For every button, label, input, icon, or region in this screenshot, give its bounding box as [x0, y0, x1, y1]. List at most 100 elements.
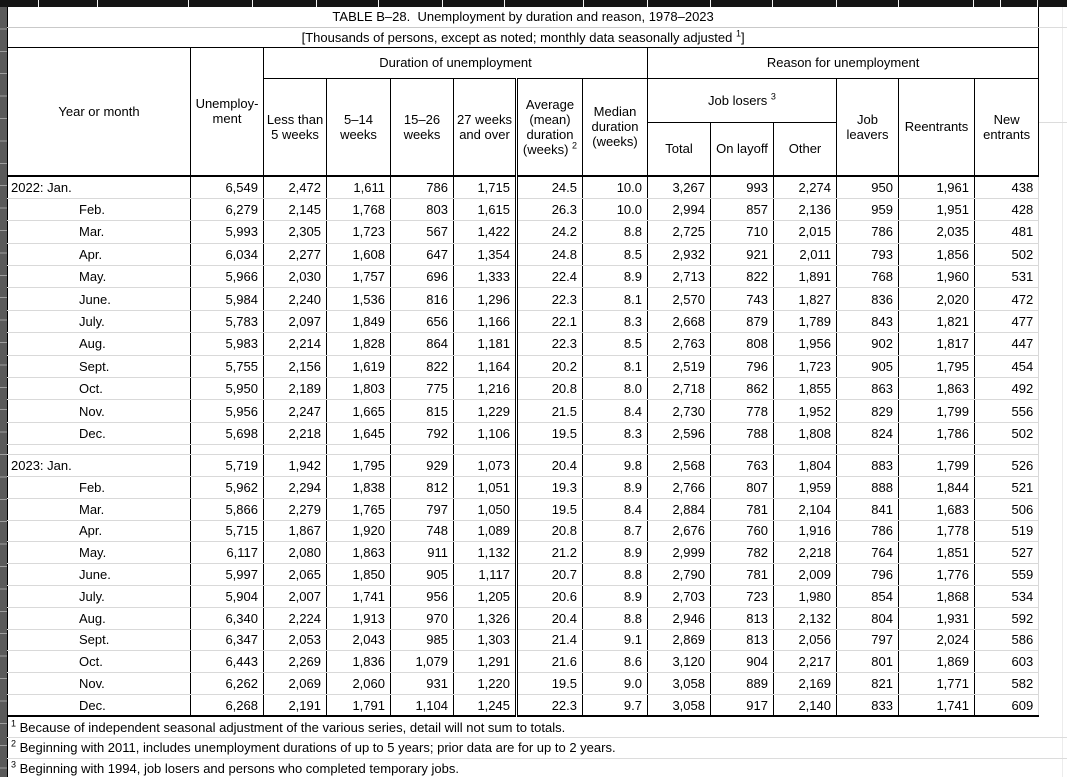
data-cell: 768: [836, 265, 899, 289]
data-cell: 1,303: [453, 629, 518, 652]
data-cell: 1,778: [898, 520, 975, 543]
data-cell: 2,132: [773, 607, 837, 630]
margin-cell: [1039, 266, 1067, 288]
data-cell: 797: [836, 629, 899, 652]
data-cell: 931: [390, 672, 454, 695]
data-cell: 905: [836, 355, 899, 379]
data-cell: 2,035: [898, 220, 975, 244]
data-cell: 2,472: [263, 174, 327, 199]
data-cell: 1,291: [453, 650, 518, 674]
data-cell: 6,549: [190, 174, 264, 199]
data-cell: 905: [390, 563, 454, 586]
data-cell: 20.6: [516, 585, 583, 608]
table-row: Mar. 5,993 2,305 1,723 567 1,422 24.2 8.8 2,725 7…: [7, 220, 1067, 244]
row-label-cell: Mar.: [7, 220, 191, 244]
gridline-tick: [252, 0, 253, 7]
data-cell: 1,850: [326, 563, 391, 586]
margin-cell: [1039, 198, 1067, 220]
margin-cell: [1039, 585, 1067, 607]
table-data-body: 2022: Jan. 6,549 2,472 1,611 786 1,715 24.5 10.…: [7, 174, 1067, 718]
row-label-cell: June.: [7, 563, 191, 586]
margin-cell: [1038, 78, 1067, 123]
col-header-5-14-weeks: 5–14 weeks: [326, 77, 391, 177]
row-label-cell: 2022: Jan.: [7, 174, 191, 199]
data-cell: 8.8: [582, 607, 648, 630]
data-cell: 6,268: [190, 694, 264, 718]
data-cell: 8.5: [582, 243, 648, 267]
data-cell: 2,766: [647, 476, 711, 499]
data-cell: 843: [836, 310, 899, 334]
margin-cell: [1039, 221, 1067, 243]
row-label-cell: Dec.: [7, 422, 191, 446]
data-cell: 781: [710, 563, 774, 586]
footnote-ref: 1: [11, 718, 17, 729]
data-cell: 8.1: [582, 355, 648, 379]
row-label-cell: Dec.: [7, 694, 191, 718]
table-row: Mar. 5,866 2,279 1,765 797 1,050 19.5 8.4 2,884 7…: [7, 498, 1067, 521]
row-label-cell: June.: [7, 287, 191, 311]
data-cell: 862: [710, 377, 774, 401]
table-row: 2023: Jan. 5,719 1,942 1,795 929 1,073 20.4 9.8…: [7, 454, 1067, 477]
row-label-cell: Feb.: [7, 476, 191, 499]
data-cell: 970: [390, 607, 454, 630]
data-cell: 5,993: [190, 220, 264, 244]
row-label-cell: Apr.: [7, 520, 191, 543]
data-cell: 822: [710, 265, 774, 289]
table-row: May. 6,117 2,080 1,863 911 1,132 21.2 8.9 2,999 7…: [7, 541, 1067, 565]
clipped-row-header-column: [0, 7, 7, 777]
data-cell: 807: [710, 476, 774, 499]
margin-cell: [1039, 378, 1067, 400]
data-cell: 9.1: [582, 629, 648, 652]
data-cell: 2,240: [263, 287, 327, 311]
table-row: Oct. 5,950 2,189 1,803 775 1,216 20.8 8.0 2,718 8…: [7, 377, 1067, 401]
data-cell: 1,117: [453, 563, 518, 586]
data-cell: 2,725: [647, 220, 711, 244]
data-cell: 21.5: [516, 399, 583, 423]
margin-cell: [1039, 542, 1067, 564]
data-cell: 2,009: [773, 563, 837, 586]
data-cell: 9.0: [582, 672, 648, 695]
data-cell: 10.0: [582, 174, 648, 199]
gridline-tick: [316, 0, 317, 7]
gridline-tick: [772, 0, 773, 7]
data-cell: 5,962: [190, 476, 264, 499]
data-cell: 1,804: [773, 454, 837, 477]
data-cell: 2,570: [647, 287, 711, 311]
data-cell: 797: [390, 498, 454, 521]
data-cell: 567: [390, 220, 454, 244]
margin-cell: [1039, 310, 1067, 332]
data-cell: 2,713: [647, 265, 711, 289]
gap-cell: [263, 444, 327, 456]
data-cell: 1,817: [898, 332, 975, 356]
data-cell: 801: [836, 650, 899, 674]
data-cell: 586: [974, 629, 1040, 652]
data-cell: 19.3: [516, 476, 583, 499]
margin-cell: [1038, 7, 1067, 28]
data-cell: 5,997: [190, 563, 264, 586]
data-cell: 454: [974, 355, 1040, 379]
table-row: Sept. 5,755 2,156 1,619 822 1,164 20.2 8.1 2,519…: [7, 355, 1067, 379]
data-cell: 854: [836, 585, 899, 608]
footnote-text: 3 Beginning with 1994, job losers and pe…: [6, 758, 1067, 777]
data-cell: 813: [710, 629, 774, 652]
gridline-tick: [583, 0, 584, 7]
data-cell: 2,718: [647, 377, 711, 401]
data-cell: 710: [710, 220, 774, 244]
data-cell: 20.8: [516, 520, 583, 543]
table-row: Nov. 6,262 2,069 2,060 931 1,220 19.5 9.0 3,058 8…: [7, 672, 1067, 695]
data-cell: 1,776: [898, 563, 975, 586]
data-cell: 1,863: [326, 541, 391, 565]
data-cell: 950: [836, 174, 899, 199]
data-cell: 723: [710, 585, 774, 608]
data-cell: 1,422: [453, 220, 518, 244]
data-cell: 1,916: [773, 520, 837, 543]
row-label-cell: Sept.: [7, 629, 191, 652]
margin-cell: [1039, 564, 1067, 586]
table-row: Nov. 5,956 2,247 1,665 815 1,229 21.5 8.4 2,730 7…: [7, 399, 1067, 423]
table-row: Dec. 5,698 2,218 1,645 792 1,106 19.5 8.3 2,596 7…: [7, 422, 1067, 446]
data-cell: 863: [836, 377, 899, 401]
data-cell: 1,181: [453, 332, 518, 356]
data-cell: 2,214: [263, 332, 327, 356]
margin-cell: [1039, 400, 1067, 422]
